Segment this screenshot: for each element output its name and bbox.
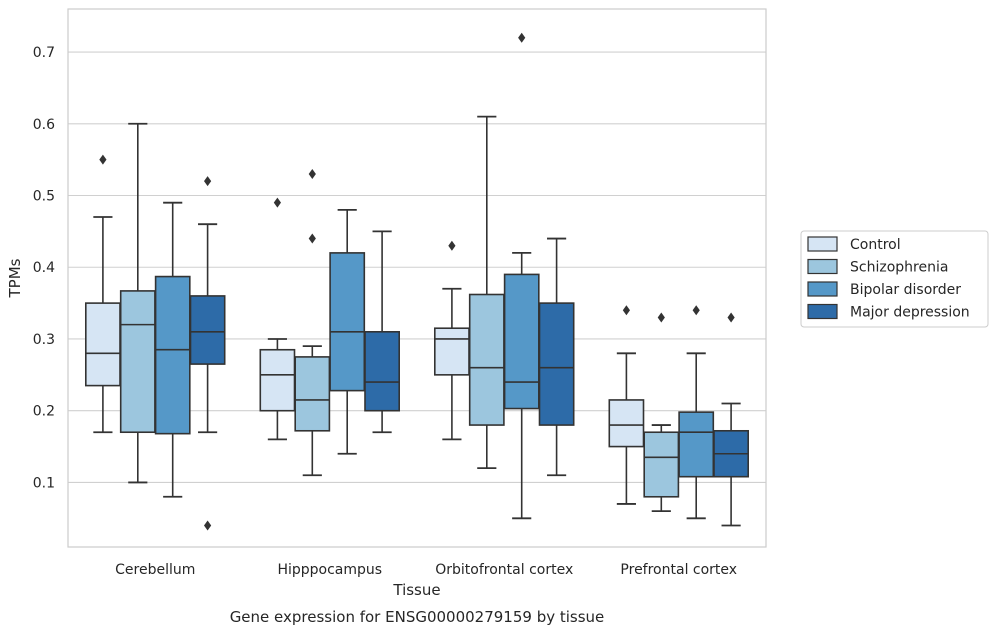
outlier-marker [273,197,281,208]
legend-label: Major depression [850,305,970,321]
legend-frame [800,230,989,328]
box-major-depression [189,176,226,531]
box-body [538,302,575,426]
box-body [189,295,226,365]
boxes-layer [84,32,750,531]
legend-swatch [807,236,838,252]
box-major-depression [538,237,575,477]
outlier-marker [448,240,456,251]
box-bipolar-disorder [154,201,191,498]
box-bipolar-disorder [678,305,715,520]
legend-label: Control [850,237,901,253]
x-axis-label: Tissue [392,581,440,599]
box-body [608,399,645,448]
y-axis-label: TPMs [6,258,24,298]
box-body [433,327,470,376]
plot-frame [67,8,767,548]
outlier-marker [204,176,212,187]
x-tick-label: Hipppocampus [277,562,382,578]
outlier-marker [727,312,735,323]
y-tick-labels: 0.1 0.2 0.3 0.4 0.5 0.6 0.7 [33,45,55,491]
box-body [84,302,121,387]
x-tick-label: Orbitofrontal cortex [435,562,573,578]
y-tick-label: 0.1 [33,475,55,491]
box-control [608,305,645,505]
box-schizophrenia [468,115,505,469]
box-schizophrenia [294,168,331,477]
x-tick-label: Prefrontal cortex [620,562,737,578]
box-body [643,431,680,498]
outlier-marker [99,154,107,165]
box-body [259,348,296,412]
box-bipolar-disorder [503,32,540,520]
box-major-depression [364,230,401,434]
y-tick-label: 0.4 [33,260,55,276]
outlier-marker [518,32,526,43]
outlier-marker [204,520,212,531]
y-tick-label: 0.2 [33,404,55,420]
box-schizophrenia [643,312,680,513]
box-control [433,240,470,441]
box-body [329,252,366,392]
box-major-depression [713,312,750,527]
box-body [119,290,156,434]
figure-caption: Gene expression for ENSG00000279159 by t… [230,608,605,626]
box-bipolar-disorder [329,208,366,455]
y-tick-label: 0.3 [33,332,55,348]
x-tick-labels: Cerebellum Hipppocampus Orbitofrontal cort… [115,562,737,578]
outlier-marker [308,233,316,244]
y-tick-label: 0.5 [33,189,55,205]
outlier-marker [657,312,665,323]
box-body [154,275,191,435]
outlier-marker [622,305,630,316]
box-body [364,330,401,412]
legend-swatch [807,281,838,297]
y-tick-label: 0.7 [33,45,55,61]
outlier-marker [692,305,700,316]
legend-swatch [807,258,838,275]
box-body [294,356,331,432]
x-tick-label: Cerebellum [115,562,195,578]
box-body [503,273,540,410]
y-tick-label: 0.6 [33,117,55,133]
outlier-marker [308,168,316,179]
box-body [678,411,715,478]
legend-label: Schizophrenia [850,260,948,276]
box-body [468,293,505,426]
legend-label: Bipolar disorder [850,282,961,298]
box-control [259,197,296,441]
legend: Control Schizophrenia Bipolar disorder Majo… [800,230,989,328]
legend-swatch [807,303,838,320]
